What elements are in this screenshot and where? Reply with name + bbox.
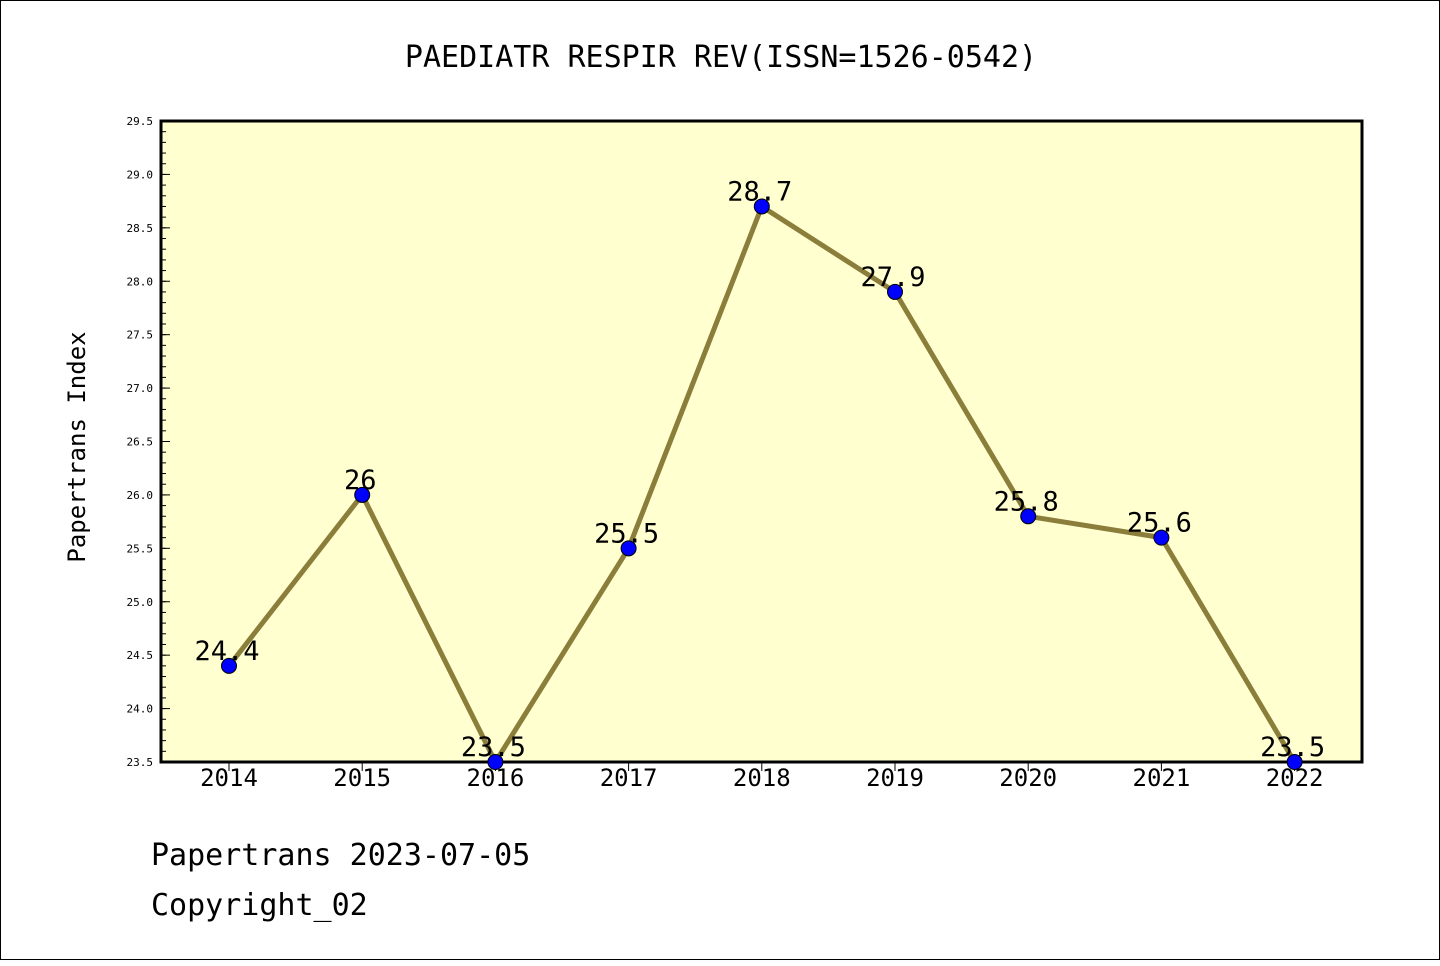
data-label: 25.8 — [994, 486, 1059, 517]
data-label: 26 — [344, 465, 377, 496]
y-tick-label: 29.5 — [127, 115, 154, 128]
data-point — [354, 486, 371, 503]
x-tick-label: 2021 — [1133, 764, 1191, 792]
data-point — [620, 540, 637, 557]
y-tick-label: 27.5 — [127, 329, 154, 342]
x-tick-label: 2015 — [333, 764, 391, 792]
x-tick-label: 2017 — [600, 764, 658, 792]
data-point — [221, 657, 237, 674]
y-tick-label: 28.0 — [127, 275, 154, 288]
data-point — [1153, 529, 1170, 546]
data-label: 23.5 — [1260, 732, 1325, 763]
axis-ticks: 23.5 24.0 24.5 25.0 25.5 26.0 26.5 27.0 27.5 28.0… — [127, 115, 1324, 792]
y-axis-label: Papertrans Index — [63, 331, 91, 562]
data-point — [487, 754, 504, 770]
y-tick-label: 27.0 — [127, 382, 154, 395]
footer-date: Papertrans 2023-07-05 — [151, 838, 530, 873]
chart-title: PAEDIATR RESPIR REV(ISSN=1526-0542) — [405, 40, 1037, 75]
y-tick-label: 25.5 — [127, 542, 154, 555]
y-tick-label: 29.0 — [127, 168, 154, 181]
data-point — [753, 198, 770, 215]
data-point — [1286, 754, 1303, 770]
data-label: 25.6 — [1127, 508, 1192, 539]
data-label: 28.7 — [727, 176, 792, 207]
data-labels: 24.4 26 23.5 25.5 28.7 27.9 25.8 25.6 23.5 — [194, 176, 1325, 763]
y-tick-label: 28.5 — [127, 222, 154, 235]
y-tick-label: 24.5 — [127, 649, 154, 662]
footer-copyright: Copyright_02 — [151, 888, 368, 923]
y-tick-label: 24.0 — [127, 703, 154, 716]
data-label: 27.9 — [860, 262, 925, 293]
y-tick-label: 26.5 — [127, 436, 154, 449]
y-tick-label: 25.0 — [127, 596, 154, 609]
data-label: 23.5 — [461, 732, 526, 763]
data-point — [887, 283, 903, 300]
x-tick-label: 2014 — [200, 764, 258, 792]
data-label: 24.4 — [194, 636, 259, 667]
x-tick-label: 2018 — [733, 764, 791, 792]
plot-area — [159, 119, 1364, 764]
data-markers — [221, 198, 1303, 770]
x-tick-label: 2019 — [866, 764, 924, 792]
y-tick-label: 23.5 — [127, 756, 154, 769]
y-tick-label: 26.0 — [127, 489, 154, 502]
data-label: 25.5 — [594, 518, 659, 549]
x-tick-label: 2020 — [999, 764, 1057, 792]
data-point — [1020, 508, 1037, 525]
